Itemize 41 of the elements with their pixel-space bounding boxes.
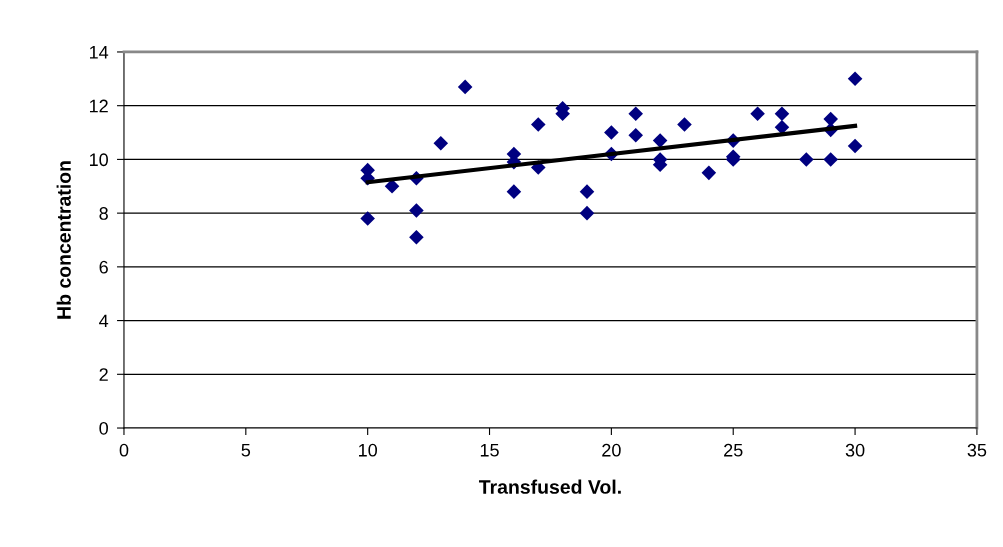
point (628, 127, 644, 143)
point (506, 184, 522, 199)
y-tick-label: 10 (89, 153, 108, 167)
point (774, 106, 790, 122)
point (799, 152, 814, 167)
point (457, 79, 473, 95)
point (579, 205, 595, 221)
point (774, 119, 790, 135)
point (847, 138, 863, 154)
point (604, 125, 619, 140)
y-tick-label: 4 (99, 314, 109, 328)
y-tick-label: 8 (99, 207, 108, 220)
point (652, 133, 668, 148)
point (433, 136, 449, 151)
point (677, 117, 692, 132)
y-tick-label: 2 (99, 368, 108, 381)
x-tick-label: 30 (845, 443, 865, 457)
x-tick-label: 15 (480, 443, 499, 457)
point (750, 106, 765, 122)
point (823, 111, 838, 127)
y-tick-label: 12 (89, 99, 108, 113)
y-axis-title: Hb concentration (56, 161, 71, 319)
x-tick-label: 10 (359, 443, 378, 457)
point (579, 184, 595, 199)
point (847, 71, 863, 87)
x-tick-label: 5 (241, 443, 251, 457)
point (409, 230, 424, 245)
y-tick-label: 14 (89, 46, 109, 59)
point (360, 211, 375, 226)
x-tick-label: 25 (724, 443, 743, 457)
point (409, 203, 424, 218)
point (628, 106, 644, 122)
y-tick-label: 6 (99, 260, 108, 274)
point (823, 152, 838, 167)
y-tick-label: 0 (99, 421, 108, 435)
x-tick-label: 0 (119, 443, 129, 457)
x-axis-title: Transfused Vol. (478, 479, 621, 494)
point (530, 117, 546, 132)
x-tick-label: 35 (967, 443, 987, 457)
x-tick-label: 20 (602, 443, 621, 457)
point (701, 165, 717, 181)
